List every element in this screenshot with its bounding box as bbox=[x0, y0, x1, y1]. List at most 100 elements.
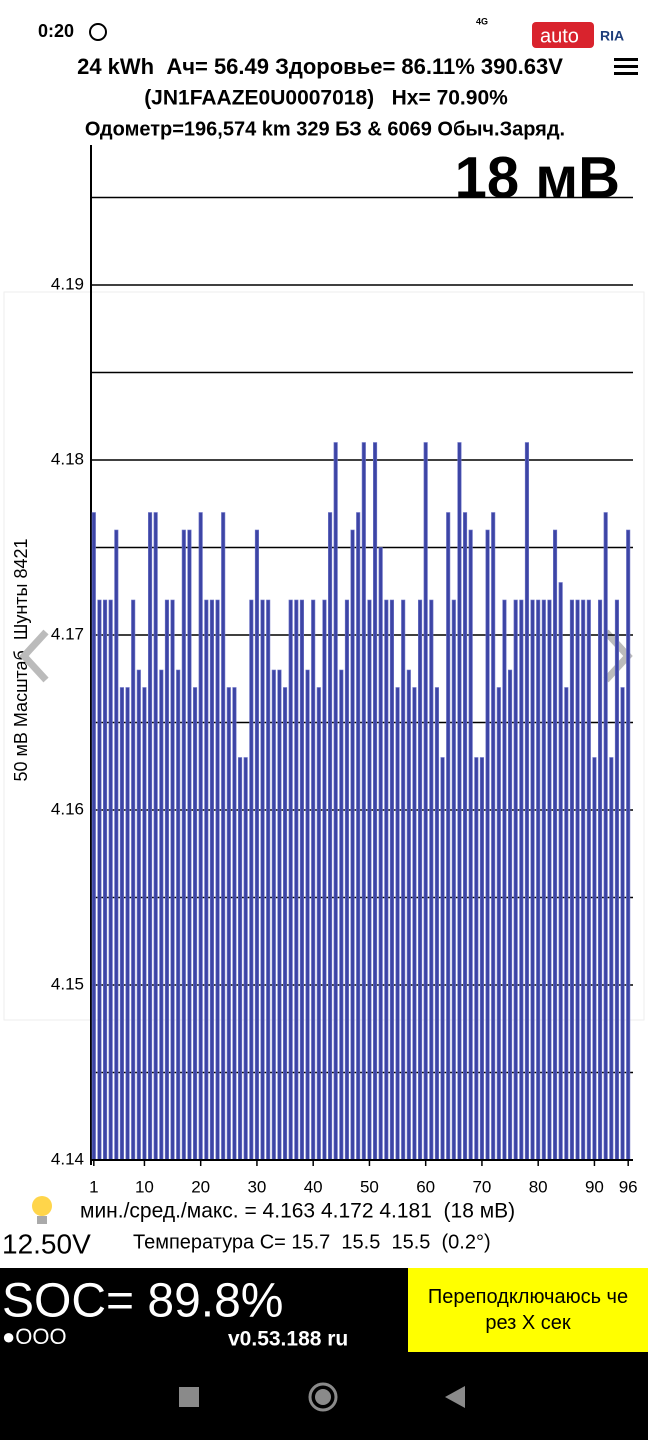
bar bbox=[91, 512, 96, 1161]
header-line: (JN1FAAZE0U0007018) Hx= 70.90% bbox=[144, 87, 508, 110]
bar bbox=[232, 687, 237, 1161]
bar bbox=[406, 669, 411, 1161]
bar bbox=[536, 599, 541, 1161]
bar bbox=[614, 599, 619, 1161]
bar bbox=[333, 442, 338, 1161]
bar bbox=[446, 512, 451, 1161]
bar bbox=[519, 599, 524, 1161]
bar bbox=[294, 599, 299, 1161]
y-tick-label: 4.16 bbox=[51, 799, 84, 818]
bar bbox=[508, 669, 513, 1161]
bar bbox=[299, 599, 304, 1161]
bar bbox=[468, 529, 473, 1161]
bar bbox=[367, 599, 372, 1161]
bar bbox=[423, 442, 428, 1161]
stats-line: Температура C= 15.7 15.5 15.5 (0.2°) bbox=[133, 1231, 491, 1253]
bar bbox=[328, 512, 333, 1161]
bar bbox=[176, 669, 181, 1161]
bar bbox=[412, 687, 417, 1161]
bar bbox=[592, 757, 597, 1161]
bar bbox=[361, 442, 366, 1161]
bar bbox=[311, 599, 316, 1161]
x-tick-label: 96 bbox=[619, 1177, 638, 1196]
stats-line: мин./сред./макс. = 4.163 4.172 4.181 (18… bbox=[80, 1200, 515, 1223]
bar bbox=[586, 599, 591, 1161]
bar bbox=[260, 599, 265, 1161]
bar bbox=[159, 669, 164, 1161]
bar bbox=[316, 687, 321, 1161]
bar bbox=[513, 599, 518, 1161]
bar bbox=[204, 599, 209, 1161]
bar bbox=[136, 669, 141, 1161]
x-tick-label: 20 bbox=[191, 1177, 210, 1196]
bar bbox=[356, 512, 361, 1161]
bar bbox=[215, 599, 220, 1161]
prev-arrow[interactable] bbox=[19, 629, 49, 683]
bar bbox=[541, 599, 546, 1161]
status-dots: ●OOO bbox=[2, 1324, 67, 1349]
bar bbox=[187, 529, 192, 1161]
bar bbox=[198, 512, 203, 1161]
bar bbox=[581, 599, 586, 1161]
bar bbox=[243, 757, 248, 1161]
bar bbox=[401, 599, 406, 1161]
bar bbox=[221, 512, 226, 1161]
bar bbox=[463, 512, 468, 1161]
bar bbox=[108, 599, 113, 1161]
bar bbox=[339, 669, 344, 1161]
bar bbox=[378, 547, 383, 1161]
bar bbox=[626, 529, 631, 1161]
bar bbox=[131, 599, 136, 1161]
bar bbox=[193, 687, 198, 1161]
bar bbox=[418, 599, 423, 1161]
bar bbox=[238, 757, 243, 1161]
y-tick-label: 4.19 bbox=[51, 274, 84, 293]
menu-icon[interactable] bbox=[614, 58, 638, 75]
bar bbox=[440, 757, 445, 1161]
bar bbox=[305, 669, 310, 1161]
bar bbox=[254, 529, 259, 1161]
bar bbox=[491, 512, 496, 1161]
watermark: auto bbox=[540, 25, 579, 47]
bar bbox=[524, 442, 529, 1161]
reconnect-button[interactable]: Переподключаюсь через X сек bbox=[408, 1268, 648, 1352]
x-tick-label: 60 bbox=[416, 1177, 435, 1196]
bar bbox=[530, 599, 535, 1161]
bar bbox=[609, 757, 614, 1161]
header-line: 24 kWh Ач= 56.49 Здоровье= 86.11% 390.63… bbox=[77, 54, 563, 79]
bar bbox=[164, 599, 169, 1161]
voltage: 12.50V bbox=[2, 1228, 91, 1259]
bar bbox=[474, 757, 479, 1161]
bulb-icon bbox=[32, 1196, 52, 1224]
nav-home-dot bbox=[315, 1389, 331, 1405]
bar bbox=[395, 687, 400, 1161]
x-tick-label: 10 bbox=[135, 1177, 154, 1196]
bar bbox=[620, 687, 625, 1161]
bar bbox=[553, 529, 558, 1161]
bar bbox=[103, 599, 108, 1161]
y-tick-label: 4.17 bbox=[51, 624, 84, 643]
nav-home[interactable] bbox=[308, 1382, 338, 1412]
bar bbox=[226, 687, 231, 1161]
bar bbox=[485, 529, 490, 1161]
bar bbox=[457, 442, 462, 1161]
bar bbox=[598, 599, 603, 1161]
network: 4G bbox=[476, 16, 488, 26]
bar bbox=[288, 599, 293, 1161]
bar bbox=[434, 687, 439, 1161]
nav-back[interactable] bbox=[445, 1386, 465, 1408]
status-time: 0:20 bbox=[38, 21, 74, 41]
bar bbox=[97, 599, 102, 1161]
chart-annotation: 18 мВ bbox=[455, 145, 620, 210]
bar bbox=[153, 512, 158, 1161]
bar bbox=[558, 582, 563, 1161]
y-tick-label: 4.18 bbox=[51, 449, 84, 468]
nav-recent[interactable] bbox=[179, 1387, 199, 1407]
bar bbox=[547, 599, 552, 1161]
y-tick-label: 4.15 bbox=[51, 974, 84, 993]
x-tick-label: 80 bbox=[529, 1177, 548, 1196]
soc: SOC= 89.8% bbox=[2, 1275, 283, 1328]
bar bbox=[148, 512, 153, 1161]
